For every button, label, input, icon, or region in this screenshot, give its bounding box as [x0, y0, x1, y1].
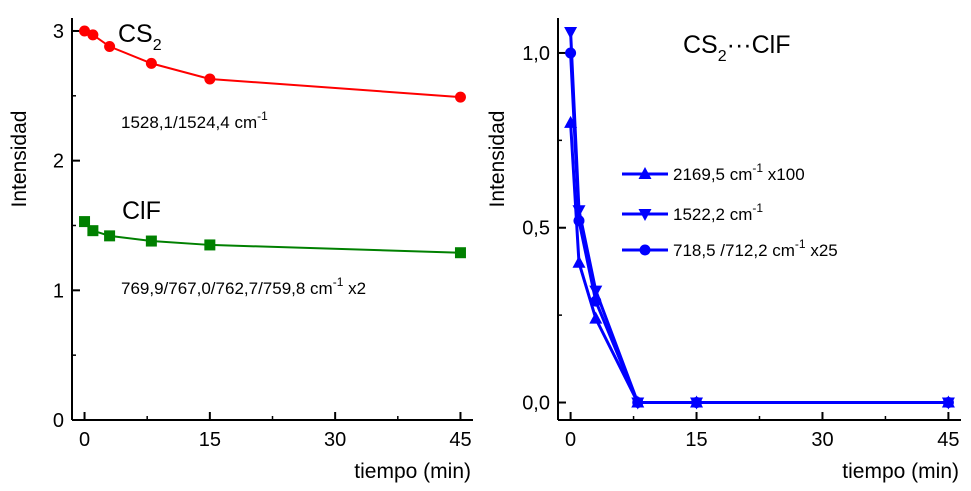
series-0-point [204, 73, 216, 85]
series-2-point [691, 397, 703, 409]
y-tick-label: 1 [53, 280, 64, 302]
y-tick-label: 0 [53, 410, 64, 432]
legend-label-0: 2169,5 cm-1 x100 [673, 161, 805, 184]
series-0-point [454, 91, 466, 103]
legend-marker-0 [638, 167, 652, 179]
cs2-wavenumber: 1528,1/1524,4 cm-1 [121, 109, 268, 132]
series-2-point [573, 215, 585, 227]
x-tick-label: 30 [811, 429, 833, 451]
series-1-line [83, 220, 461, 254]
series-0-point [589, 311, 603, 324]
series-1-point [104, 230, 116, 242]
y-tick-label: 3 [53, 21, 64, 43]
legend-marker-2 [639, 244, 651, 256]
x-axis-title: tiempo (min) [842, 460, 959, 483]
legend-marker-1 [638, 209, 652, 221]
series-0-point [145, 57, 157, 69]
y-tick-label: 0,0 [522, 393, 550, 415]
series-2-point [590, 295, 602, 307]
x-tick-label: 45 [449, 429, 471, 451]
series-2-point [942, 397, 954, 409]
x-tick-label: 45 [937, 429, 959, 451]
series-1-point [454, 247, 466, 259]
series-2-point [565, 47, 577, 59]
series-1-point [79, 216, 91, 228]
y-axis-title: Intensidad [486, 111, 509, 208]
series-1-point [204, 239, 216, 251]
series-2-point [632, 397, 644, 409]
series-1-point [87, 225, 99, 237]
y-tick-label: 2 [53, 151, 64, 173]
x-tick-label: 0 [565, 429, 576, 451]
cs2-label: CS2 [118, 20, 162, 54]
clf-label: ClF [122, 197, 161, 225]
series-0-point [87, 29, 99, 41]
x-axis-title: tiempo (min) [354, 460, 471, 483]
y-axis-title: Intensidad [8, 111, 31, 208]
series-1-point [145, 235, 157, 247]
right-chart-title: CS2···ClF [683, 31, 791, 65]
left-chart: 0 15 30 45 0 1 2 3 tiempo (min) Intensidad CS2 1528… [8, 18, 473, 483]
legend-label-2: 718,5 /712,2 cm-1 x25 [673, 237, 838, 260]
x-tick-label: 30 [324, 429, 346, 451]
right-chart: 0 15 30 45 0,0 0,5 1,0 tiempo (min) Intensidad CS… [486, 18, 961, 483]
series-0-point [79, 25, 91, 37]
x-tick-label: 15 [685, 429, 707, 451]
x-tick-label: 15 [199, 429, 221, 451]
clf-wavenumber: 769,9/767,0/762,7/759,8 cm-1 x2 [121, 275, 366, 298]
y-tick-label: 1,0 [522, 43, 550, 65]
series-2-line [569, 52, 949, 405]
legend-label-1: 1522,2 cm-1 [673, 201, 763, 224]
series-0-point [572, 255, 586, 268]
y-tick-label: 0,5 [522, 218, 550, 240]
series-1-point [564, 26, 578, 39]
x-tick-label: 0 [79, 429, 90, 451]
series-1-line [569, 31, 949, 405]
series-0-point [104, 41, 116, 53]
